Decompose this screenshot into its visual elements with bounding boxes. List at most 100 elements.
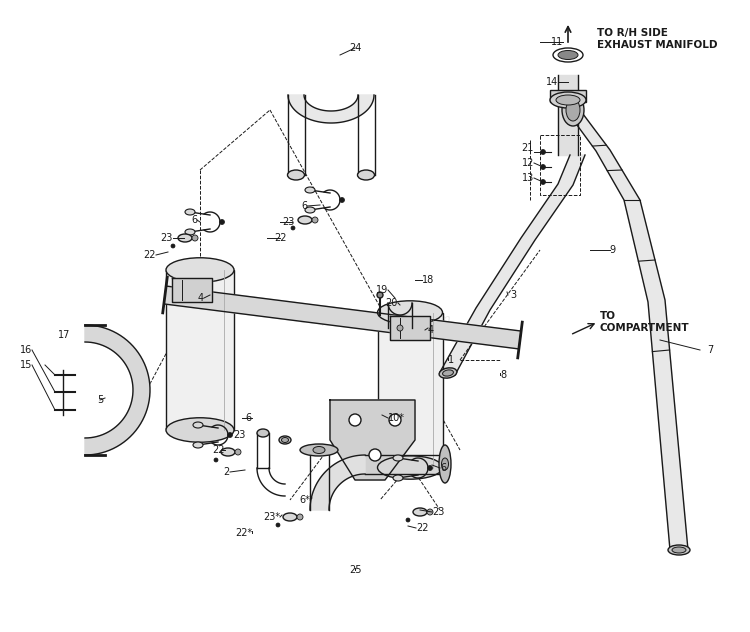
Ellipse shape: [393, 475, 403, 481]
Text: 2: 2: [224, 467, 230, 477]
Circle shape: [541, 150, 545, 154]
Polygon shape: [85, 325, 150, 455]
Ellipse shape: [550, 92, 586, 108]
Text: 23: 23: [283, 217, 295, 227]
Ellipse shape: [283, 513, 297, 521]
Circle shape: [291, 226, 295, 230]
Text: 6*: 6*: [299, 495, 310, 505]
Bar: [550, 90, 586, 102]
Circle shape: [227, 432, 232, 437]
Circle shape: [427, 509, 433, 515]
Text: 6: 6: [440, 463, 446, 473]
Ellipse shape: [298, 216, 312, 224]
Text: 18: 18: [422, 275, 434, 285]
Circle shape: [349, 414, 361, 426]
Ellipse shape: [377, 456, 442, 479]
Polygon shape: [310, 455, 365, 510]
Ellipse shape: [672, 547, 686, 553]
Polygon shape: [440, 155, 585, 375]
Ellipse shape: [193, 442, 203, 448]
Circle shape: [192, 235, 198, 241]
Ellipse shape: [377, 301, 442, 324]
Ellipse shape: [558, 51, 578, 59]
Ellipse shape: [166, 258, 234, 283]
Text: 5: 5: [97, 395, 103, 405]
Circle shape: [406, 518, 410, 522]
Polygon shape: [288, 95, 374, 123]
Text: 7: 7: [706, 345, 713, 355]
Text: 21: 21: [522, 143, 534, 153]
Text: 9: 9: [609, 245, 615, 255]
Ellipse shape: [553, 48, 583, 62]
Text: 24: 24: [349, 43, 361, 53]
Ellipse shape: [562, 94, 584, 126]
Circle shape: [541, 179, 545, 185]
Text: 13: 13: [522, 173, 534, 183]
Circle shape: [220, 219, 224, 224]
Ellipse shape: [257, 429, 269, 437]
Text: 11: 11: [550, 37, 563, 47]
Circle shape: [276, 523, 280, 527]
Text: 22: 22: [274, 233, 287, 243]
Text: 22: 22: [212, 445, 225, 455]
Text: 23*: 23*: [262, 512, 280, 522]
Ellipse shape: [358, 170, 374, 180]
Text: 6: 6: [301, 201, 307, 211]
Text: 22: 22: [416, 523, 428, 533]
Ellipse shape: [313, 446, 325, 454]
Text: 19: 19: [376, 285, 388, 295]
Circle shape: [171, 244, 175, 248]
Circle shape: [389, 414, 401, 426]
Bar: [377, 312, 442, 468]
Ellipse shape: [442, 458, 448, 470]
Text: 4: 4: [427, 325, 434, 335]
Polygon shape: [566, 110, 688, 550]
Circle shape: [340, 197, 344, 202]
Ellipse shape: [281, 437, 289, 442]
Ellipse shape: [305, 187, 315, 193]
Text: 16: 16: [20, 345, 32, 355]
Ellipse shape: [287, 170, 304, 180]
Text: 17: 17: [58, 330, 70, 340]
Text: TO R/H SIDE
EXHAUST MANIFOLD: TO R/H SIDE EXHAUST MANIFOLD: [597, 28, 718, 49]
Ellipse shape: [166, 418, 234, 442]
Polygon shape: [164, 286, 521, 349]
Text: 4: 4: [198, 293, 204, 303]
Ellipse shape: [178, 234, 192, 242]
Polygon shape: [390, 316, 430, 340]
Text: 1: 1: [448, 355, 454, 365]
Text: 6: 6: [190, 215, 197, 225]
Text: 15: 15: [20, 360, 32, 370]
Ellipse shape: [185, 229, 195, 235]
Ellipse shape: [566, 99, 580, 121]
Circle shape: [214, 458, 218, 462]
Polygon shape: [172, 278, 212, 302]
Ellipse shape: [305, 207, 315, 213]
Ellipse shape: [185, 209, 195, 215]
Text: 12: 12: [522, 158, 534, 168]
Text: 20: 20: [386, 298, 398, 308]
Ellipse shape: [193, 422, 203, 428]
Bar: [166, 270, 234, 430]
Circle shape: [297, 514, 303, 520]
Text: 3: 3: [510, 290, 516, 300]
Ellipse shape: [300, 444, 338, 456]
Ellipse shape: [221, 448, 235, 456]
Text: 14: 14: [546, 77, 558, 87]
Ellipse shape: [393, 455, 403, 461]
Text: 10*: 10*: [388, 413, 405, 423]
Ellipse shape: [439, 445, 451, 483]
Text: 23: 23: [234, 430, 246, 440]
Text: 23: 23: [160, 233, 173, 243]
Ellipse shape: [279, 436, 291, 444]
Circle shape: [377, 292, 383, 298]
Text: eReplacementParts.com: eReplacementParts.com: [298, 313, 452, 327]
Text: 23: 23: [432, 507, 444, 517]
Ellipse shape: [413, 508, 427, 516]
Text: 8: 8: [500, 370, 506, 380]
Circle shape: [541, 164, 545, 169]
Text: 22: 22: [143, 250, 156, 260]
Text: 6: 6: [246, 413, 252, 423]
Circle shape: [427, 466, 433, 470]
Polygon shape: [330, 400, 415, 480]
